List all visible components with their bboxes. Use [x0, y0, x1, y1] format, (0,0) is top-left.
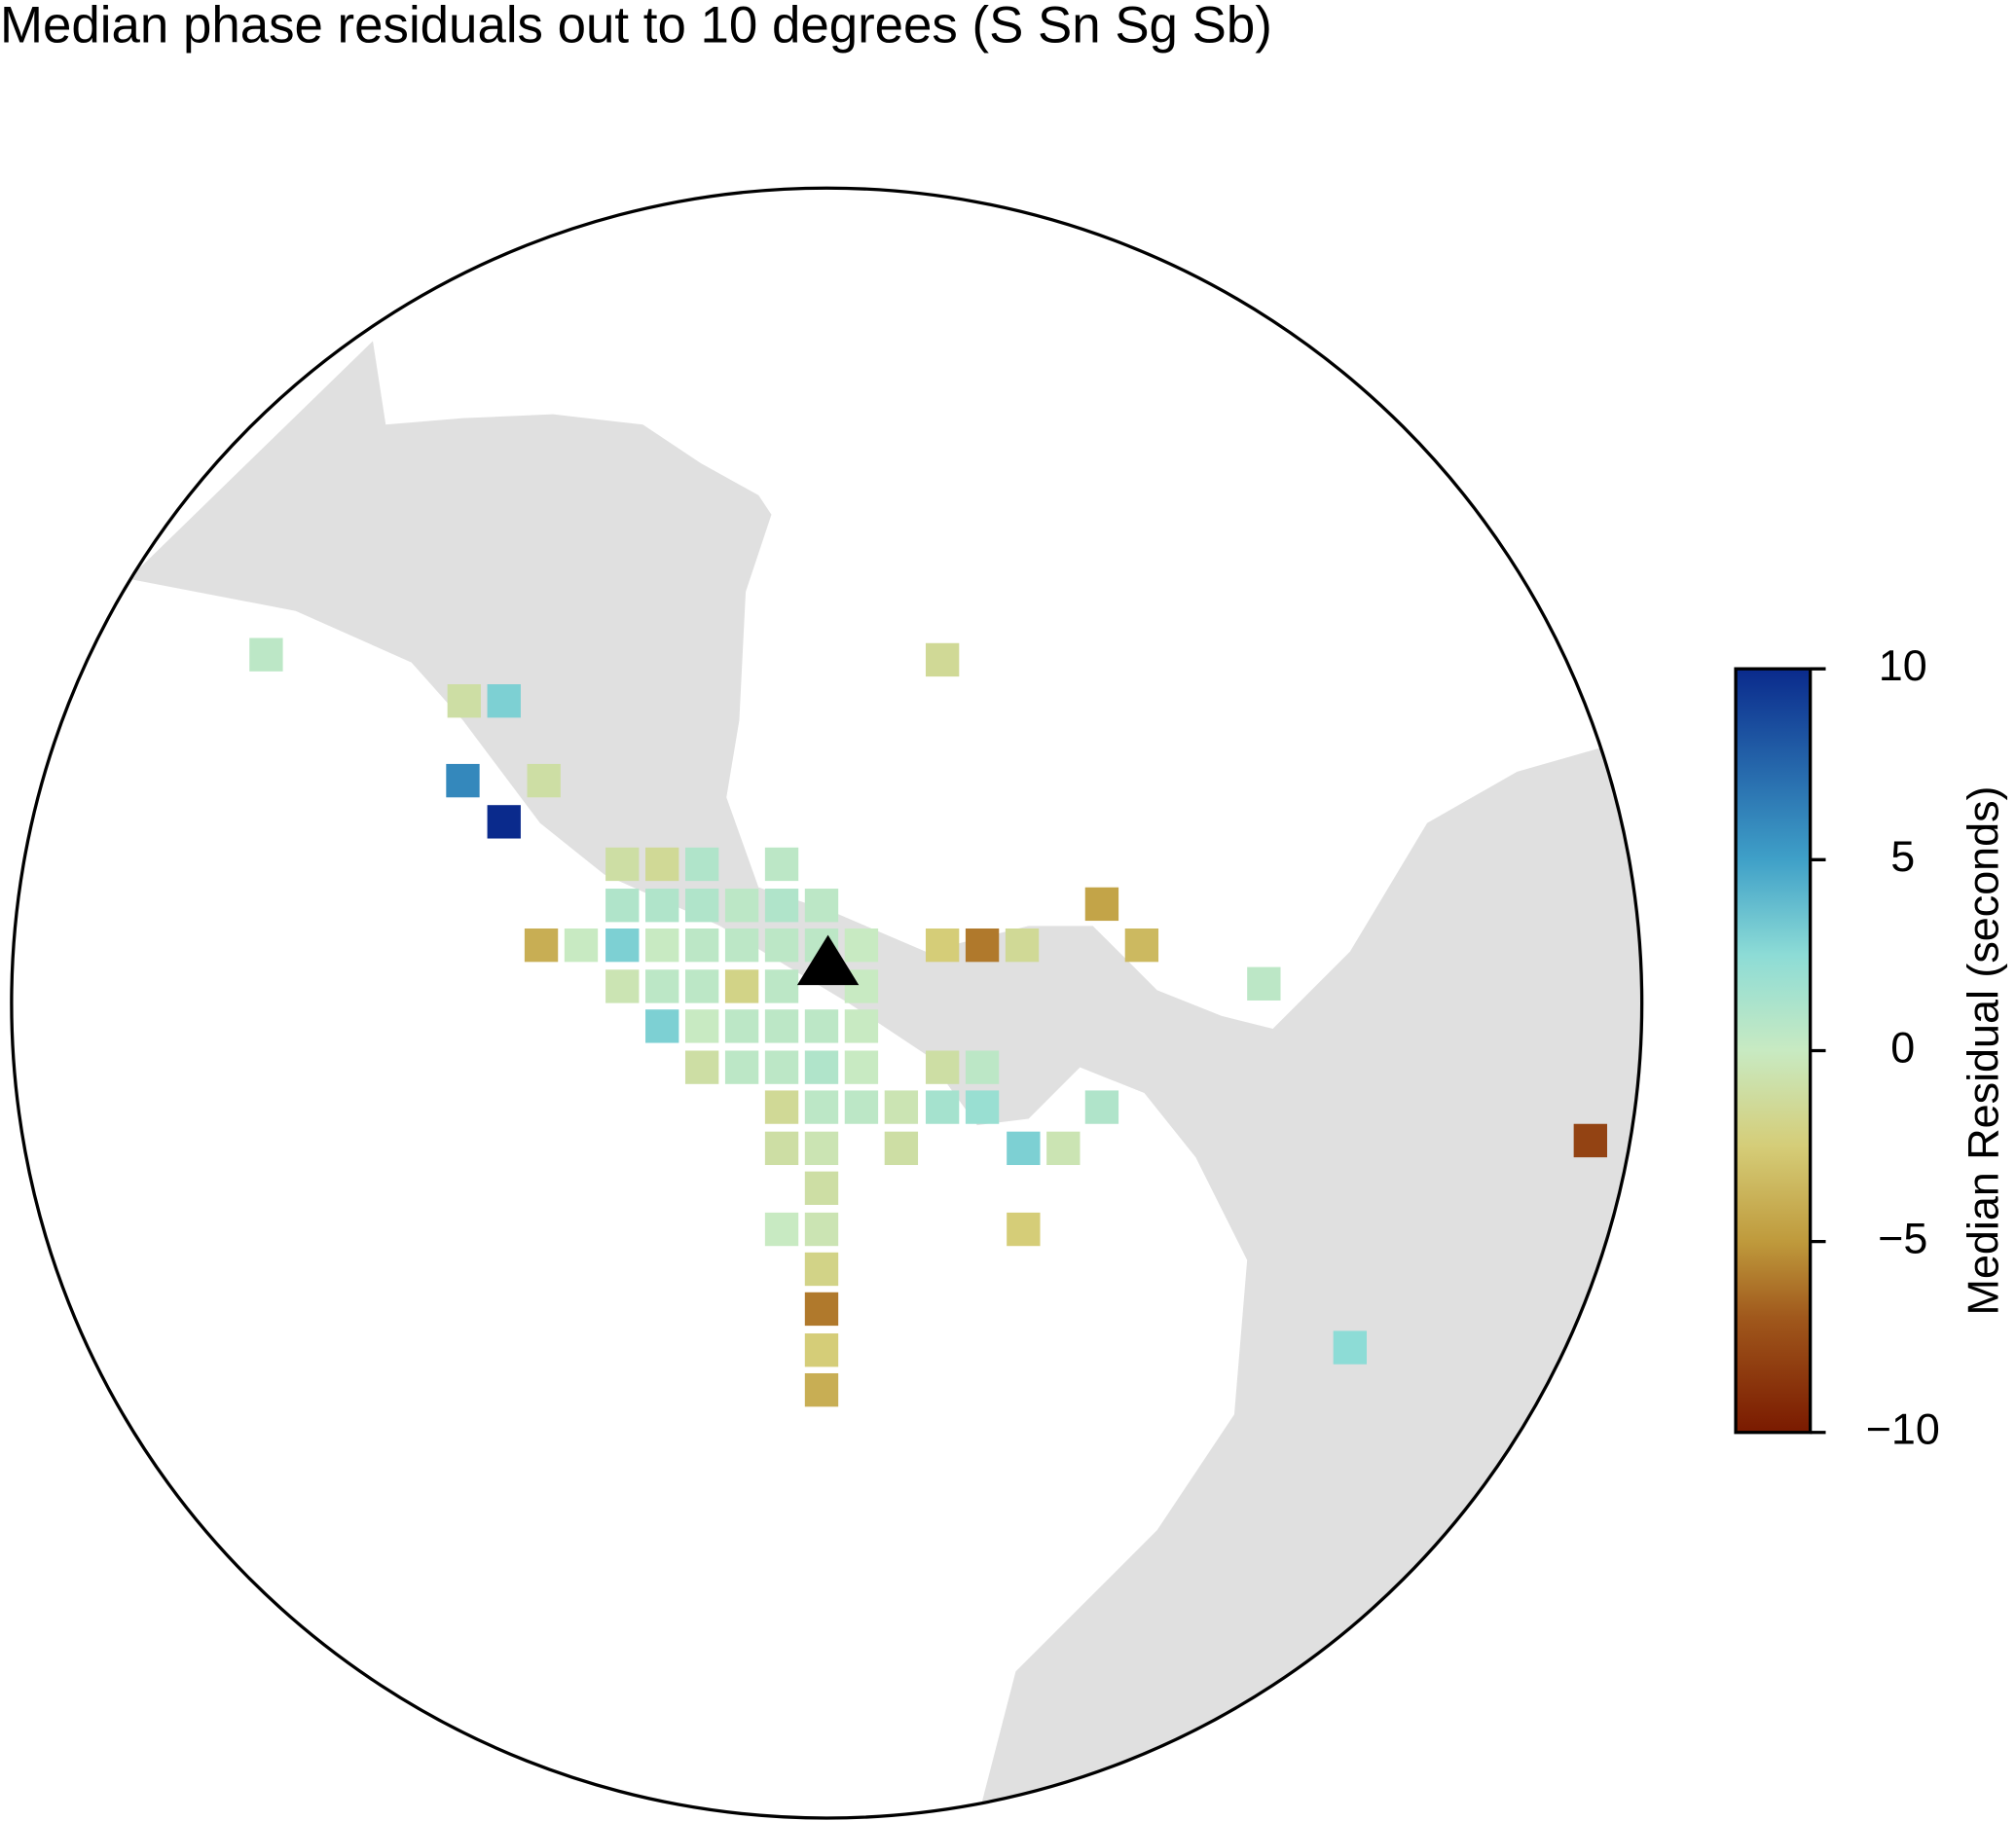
residual-cell — [804, 1090, 839, 1124]
residual-cell — [965, 1090, 1000, 1124]
residual-cell — [605, 889, 640, 923]
residual-cell — [724, 889, 759, 923]
residual-cell — [925, 928, 960, 963]
residual-cell — [605, 928, 640, 963]
residual-cell — [925, 1090, 960, 1124]
colorbar-tick-label: −10 — [1866, 1404, 1940, 1454]
residual-cell — [724, 928, 759, 963]
residual-cell — [764, 889, 799, 923]
residual-cell — [804, 1292, 839, 1327]
residual-cell — [925, 1050, 960, 1084]
residual-cell — [965, 928, 1000, 963]
residual-cell — [684, 889, 719, 923]
residual-cell — [684, 969, 719, 1003]
residual-cell — [724, 969, 759, 1003]
residual-cell — [1573, 1123, 1607, 1158]
residual-cell — [645, 889, 679, 923]
residual-cell — [844, 1009, 879, 1043]
colorbar — [1734, 667, 1813, 1435]
residual-cell — [1007, 1131, 1041, 1166]
residual-cell — [764, 1090, 799, 1124]
residual-cell — [804, 1252, 839, 1287]
residual-cell — [684, 1050, 719, 1084]
chart-title: Median phase residuals out to 10 degrees… — [0, 0, 1272, 54]
residual-cell — [527, 763, 561, 798]
residual-cell — [684, 1009, 719, 1043]
residual-cell — [684, 928, 719, 963]
residual-cell — [804, 1333, 839, 1367]
residual-cell — [804, 1131, 839, 1166]
station-marker — [796, 934, 860, 986]
residual-cell — [925, 642, 960, 677]
residual-cell — [804, 1050, 839, 1084]
residual-cell — [605, 847, 640, 882]
residual-cell — [249, 637, 283, 672]
residual-cell — [804, 1009, 839, 1043]
colorbar-ticks: 10 5 0 −5 −10 — [1810, 640, 1940, 1454]
residual-cell — [524, 928, 559, 963]
colorbar-tick-label: 10 — [1879, 640, 1927, 690]
residual-cell — [844, 1050, 879, 1084]
residual-cell — [1247, 966, 1281, 1001]
residual-cell — [1333, 1330, 1368, 1365]
residual-cell — [487, 684, 521, 718]
residual-cell — [804, 1372, 839, 1407]
colorbar-tick-label: 5 — [1890, 831, 1915, 881]
residual-cell — [447, 684, 481, 718]
residual-cell — [1005, 928, 1040, 963]
residual-cell — [804, 1171, 839, 1205]
residual-cell — [684, 847, 719, 882]
residual-cell — [645, 847, 679, 882]
residual-cell — [764, 1212, 799, 1247]
residual-cell — [645, 1009, 679, 1043]
residual-cell — [605, 969, 640, 1003]
colorbar-tick-label: 0 — [1890, 1022, 1915, 1072]
residual-cell — [844, 1090, 879, 1124]
residual-cell — [804, 889, 839, 923]
globe-outline — [10, 186, 1644, 1820]
residual-cell — [1046, 1131, 1081, 1166]
residual-cell — [844, 928, 879, 963]
residual-cell — [804, 1212, 839, 1247]
residual-cell — [764, 969, 799, 1003]
residual-cell — [884, 1090, 919, 1124]
residual-cell — [564, 928, 599, 963]
residual-cell — [764, 1050, 799, 1084]
residual-cell — [1124, 928, 1159, 963]
residual-cell — [965, 1050, 1000, 1084]
colorbar-label: Median Residual (seconds) — [1958, 785, 2007, 1315]
residual-cell — [724, 1050, 759, 1084]
residual-cell — [764, 1009, 799, 1043]
cells — [249, 637, 1607, 1407]
residual-cell — [1084, 887, 1119, 922]
residual-cell — [1007, 1212, 1041, 1247]
land — [128, 341, 1642, 1818]
residual-cell — [884, 1131, 919, 1166]
residual-cell — [1084, 1090, 1119, 1124]
residual-cell — [764, 847, 799, 882]
residual-cell — [645, 928, 679, 963]
residual-cell — [487, 805, 521, 839]
map-area — [128, 341, 1642, 1818]
residual-cell — [764, 1131, 799, 1166]
residual-cell — [645, 969, 679, 1003]
colorbar-tick-label: −5 — [1878, 1213, 1927, 1262]
residual-cell — [764, 928, 799, 963]
residual-cell — [724, 1009, 759, 1043]
residual-cell — [446, 763, 480, 798]
